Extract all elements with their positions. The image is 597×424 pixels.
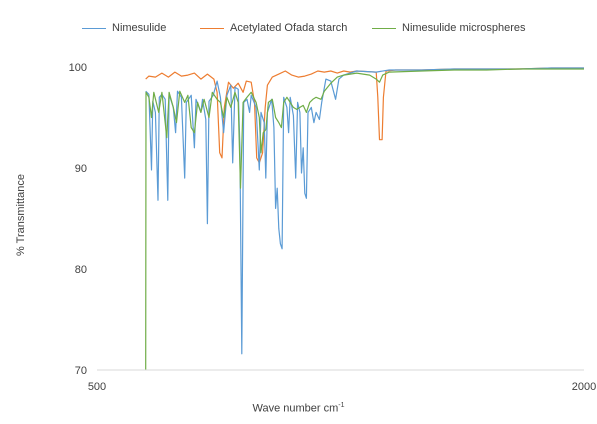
legend: Nimesulide Acetylated Ofada starch Nimes… [0, 22, 597, 38]
y-axis-ticks: 100 90 80 70 [69, 62, 87, 377]
legend-item-nimesulide: Nimesulide [82, 22, 166, 34]
x-axis-title: Wave number cm-1 [0, 402, 597, 415]
y-tick-label: 90 [75, 163, 87, 175]
legend-swatch-starch [200, 27, 224, 29]
x-tick-label: 500 [88, 381, 106, 393]
series-line-starch [145, 67, 584, 164]
x-axis-ticks: 500 2000 [88, 381, 596, 393]
legend-label-starch: Acetylated Ofada starch [230, 22, 348, 34]
x-axis-title-superscript: -1 [338, 402, 345, 409]
series-line-microspheres [145, 68, 584, 371]
legend-item-microspheres: Nimesulide microspheres [372, 22, 526, 34]
legend-swatch-nimesulide [82, 27, 106, 29]
y-axis-title: % Transmittance [15, 174, 27, 256]
legend-item-starch: Acetylated Ofada starch [200, 22, 347, 34]
series-lines [145, 67, 584, 371]
legend-swatch-microspheres [372, 27, 396, 29]
series-line-nimesulide [145, 67, 584, 355]
legend-label-microspheres: Nimesulide microspheres [402, 22, 526, 34]
x-tick-label: 2000 [572, 381, 596, 393]
y-tick-label: 70 [75, 365, 87, 377]
legend-label-nimesulide: Nimesulide [112, 22, 167, 34]
x-axis-title-main: Wave number cm [252, 402, 339, 415]
y-tick-label: 80 [75, 264, 87, 276]
y-tick-label: 100 [69, 62, 87, 74]
